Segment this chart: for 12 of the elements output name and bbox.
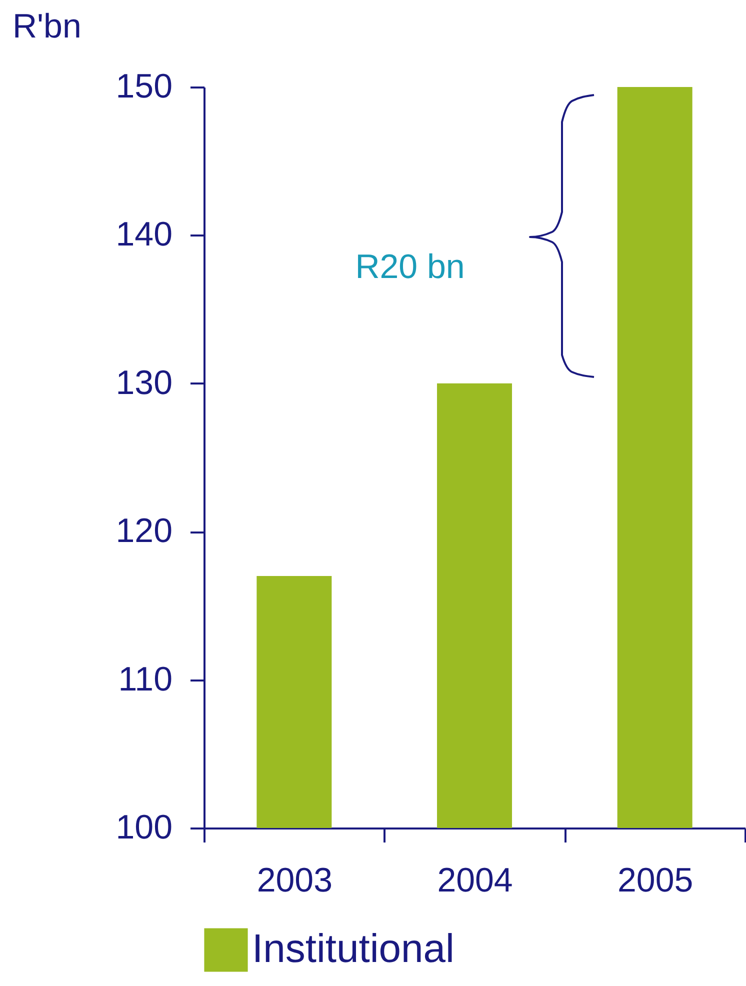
y-tick-label: 140	[116, 216, 172, 254]
y-tick-label: 150	[116, 68, 172, 106]
y-tick-label: 120	[116, 512, 172, 550]
x-tick-label: 2003	[256, 862, 332, 900]
x-tick-label: 2005	[618, 862, 694, 900]
legend-label: Institutional	[252, 927, 454, 971]
x-tick-label: 2004	[437, 862, 513, 900]
y-tick-label: 110	[118, 660, 172, 698]
y-tick-label: 100	[116, 808, 172, 846]
annotation: R20 bn	[355, 248, 465, 286]
y-tick-label: 130	[116, 364, 172, 402]
y-axis-title: R'bn	[12, 8, 82, 46]
